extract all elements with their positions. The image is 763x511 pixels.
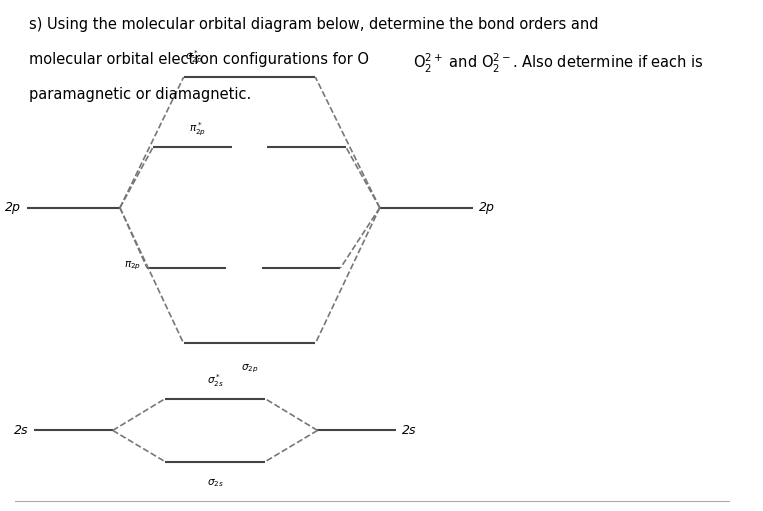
Text: 2s: 2s bbox=[14, 424, 28, 437]
Text: 2p: 2p bbox=[5, 201, 21, 214]
Text: s) Using the molecular orbital diagram below, determine the bond orders and: s) Using the molecular orbital diagram b… bbox=[29, 17, 598, 32]
Text: $\pi_{2p}$: $\pi_{2p}$ bbox=[124, 260, 140, 272]
Text: paramagnetic or diamagnetic.: paramagnetic or diamagnetic. bbox=[29, 87, 251, 102]
Text: $\pi^*_{2p}$: $\pi^*_{2p}$ bbox=[188, 121, 206, 138]
Text: $\mathrm{O_2^{2+}}$ and $\mathrm{O_2^{2-}}$. Also determine if each is: $\mathrm{O_2^{2+}}$ and $\mathrm{O_2^{2-… bbox=[413, 52, 703, 75]
Text: $\sigma^*_{2p}$: $\sigma^*_{2p}$ bbox=[185, 49, 202, 66]
Text: molecular orbital electron configurations for O: molecular orbital electron configuration… bbox=[29, 52, 369, 67]
Text: $\sigma_{2s}$: $\sigma_{2s}$ bbox=[207, 478, 224, 490]
Text: 2s: 2s bbox=[402, 424, 417, 437]
Text: 2p: 2p bbox=[478, 201, 494, 214]
Text: $\sigma^*_{2s}$: $\sigma^*_{2s}$ bbox=[207, 372, 224, 389]
Text: $\sigma_{2p}$: $\sigma_{2p}$ bbox=[241, 363, 258, 375]
